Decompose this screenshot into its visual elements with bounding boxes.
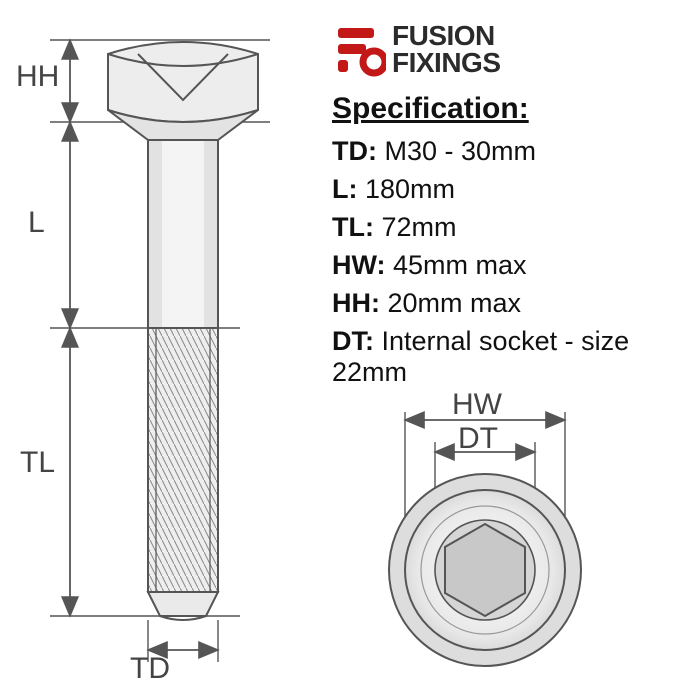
spec-key: L: [332,174,365,204]
bolt-top-view [350,400,680,700]
spec-key: DT: [332,326,382,356]
spec-row: TD: M30 - 30mm [332,136,684,167]
spec-val: M30 - 30mm [384,136,536,166]
spec-row: HW: 45mm max [332,250,684,281]
brand-logo: FUSION FIXINGS [332,22,501,78]
spec-block: Specification: TD: M30 - 30mm L: 180mm TL:… [332,92,684,395]
logo-line2: FIXINGS [392,50,501,77]
spec-val: 180mm [365,174,455,204]
spec-row: DT: Internal socket - size 22mm [332,326,684,388]
spec-title: Specification: [332,92,684,126]
spec-row: L: 180mm [332,174,684,205]
spec-key: TL: [332,212,381,242]
logo-line1: FUSION [392,23,501,50]
spec-key: HW: [332,250,393,280]
bolt-side-view [0,0,320,700]
figure-root: HH L TL TD FUSION FIXINGS Specification:… [0,0,700,700]
logo-icon [332,22,386,78]
label-tl: TL [20,446,55,480]
label-hh: HH [16,60,59,94]
label-hw: HW [452,388,502,422]
spec-val: 72mm [381,212,456,242]
label-dt: DT [458,422,498,456]
spec-key: TD: [332,136,384,166]
label-l: L [28,206,45,240]
spec-val: 20mm max [388,288,522,318]
spec-val: 45mm max [393,250,527,280]
spec-key: HH: [332,288,388,318]
label-td: TD [130,652,170,686]
spec-rows: TD: M30 - 30mm L: 180mm TL: 72mm HW: 45mm m… [332,136,684,388]
spec-row: TL: 72mm [332,212,684,243]
spec-row: HH: 20mm max [332,288,684,319]
logo-text: FUSION FIXINGS [392,23,501,76]
